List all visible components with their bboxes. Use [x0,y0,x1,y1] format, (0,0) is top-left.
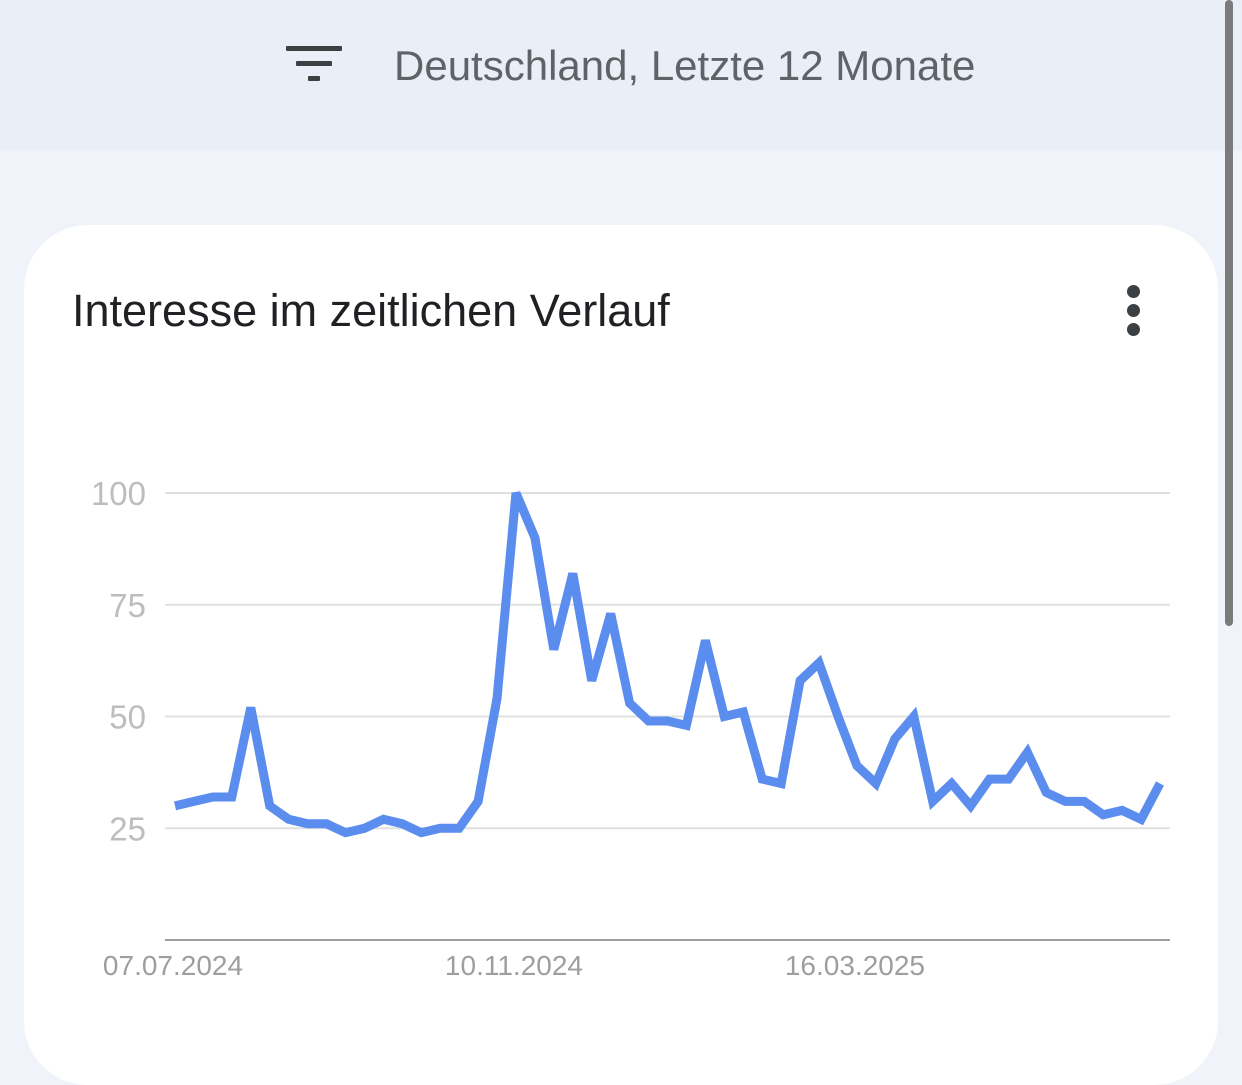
filter-icon[interactable] [286,46,344,86]
filter-label[interactable]: Deutschland, Letzte 12 Monate [394,42,976,89]
card-title: Interesse im zeitlichen Verlauf [72,285,670,336]
y-tick-label-25: 25 [109,810,146,847]
filter-bar: Deutschland, Letzte 12 Monate [0,0,1242,150]
more-vert-icon[interactable] [1112,281,1156,341]
scrollbar[interactable] [1225,0,1233,626]
x-tick-label: 07.07.2024 [103,950,243,981]
y-tick-label-100: 100 [91,475,146,512]
x-tick-label: 10.11.2024 [445,950,583,981]
line-chart: 25 50 75 100 07.07.2024 10.11.2024 16.03.2025 [91,475,1170,981]
series-line [173,491,1164,838]
y-tick-label-50: 50 [109,699,146,736]
x-tick-label: 16.03.2025 [785,950,925,981]
y-tick-label-75: 75 [109,587,146,624]
